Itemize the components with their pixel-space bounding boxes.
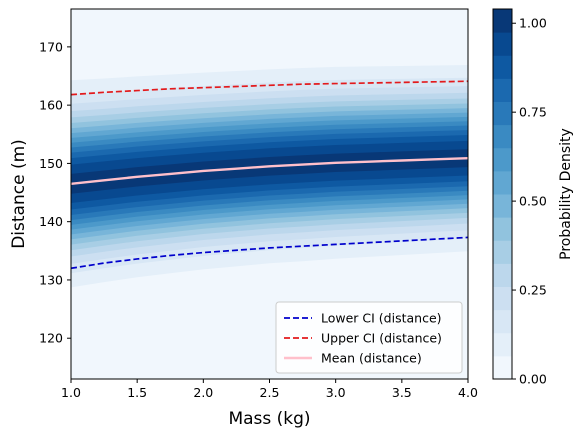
x-tick-label: 1.0 [61, 385, 81, 400]
density-field [71, 9, 468, 379]
colorbar-tick-label: 0.75 [519, 105, 547, 120]
x-tick-label: 3.5 [392, 385, 412, 400]
colorbar-tick-label: 0.25 [519, 283, 547, 298]
series-line-0 [71, 236, 468, 270]
colorbar-frame [492, 8, 513, 380]
colorbar: 0.00 0.25 0.50 0.75 1.00 Probability Density [492, 8, 574, 387]
colorbar-band [493, 147, 512, 172]
colorbar-bands [493, 9, 512, 380]
colorbar-band [493, 309, 512, 334]
colorbar-band [493, 9, 512, 33]
legend-label-upper-ci: Upper CI (distance) [321, 331, 442, 346]
legend-label-lower-ci: Lower CI (distance) [321, 311, 442, 326]
colorbar-band [493, 124, 512, 149]
x-tick-label: 3.0 [326, 385, 346, 400]
colorbar-band [493, 217, 512, 241]
y-axis-label: Distance (m) [9, 139, 29, 249]
colorbar-band [493, 78, 512, 102]
y-tick-label: 160 [39, 98, 63, 113]
x-tick-label: 4.0 [458, 385, 478, 400]
x-tick-label: 1.5 [127, 385, 147, 400]
x-axis-label: Mass (kg) [228, 409, 310, 429]
x-tick-label: 2.0 [193, 385, 213, 400]
density-band [71, 149, 468, 194]
series-line-1 [71, 80, 468, 96]
colorbar-label: Probability Density [558, 128, 574, 260]
legend-label-mean: Mean (distance) [321, 351, 422, 366]
series-lines [71, 80, 468, 270]
legend-box [275, 301, 463, 374]
plot-area [70, 8, 469, 380]
y-tick-label: 120 [39, 331, 63, 346]
colorbar-band [493, 286, 512, 311]
colorbar-band [493, 263, 512, 287]
colorbar-tick-label: 0.00 [519, 372, 547, 387]
colorbar-band [493, 55, 512, 79]
x-axis: 1.0 1.5 2.0 2.5 3.0 3.5 4.0 [61, 379, 478, 400]
colorbar-band [493, 170, 512, 195]
colorbar-band [493, 101, 512, 126]
colorbar-band [493, 240, 512, 264]
colorbar-band [493, 194, 512, 218]
y-axis: 120 130 140 150 160 170 [39, 39, 71, 346]
y-tick-label: 170 [39, 39, 63, 54]
colorbar-tick-label: 1.00 [519, 16, 547, 31]
colorbar-band [493, 32, 512, 56]
legend: Lower CI (distance) Upper CI (distance) … [275, 301, 463, 374]
colorbar-tick-label: 0.50 [519, 194, 547, 209]
y-tick-label: 130 [39, 272, 63, 287]
colorbar-band [493, 332, 512, 357]
x-tick-label: 2.5 [260, 385, 280, 400]
y-tick-label: 150 [39, 156, 63, 171]
colorbar-band [493, 355, 512, 380]
colorbar-ticks: 0.00 0.25 0.50 0.75 1.00 [512, 16, 547, 387]
y-tick-label: 140 [39, 214, 63, 229]
series-line-2 [71, 156, 468, 185]
